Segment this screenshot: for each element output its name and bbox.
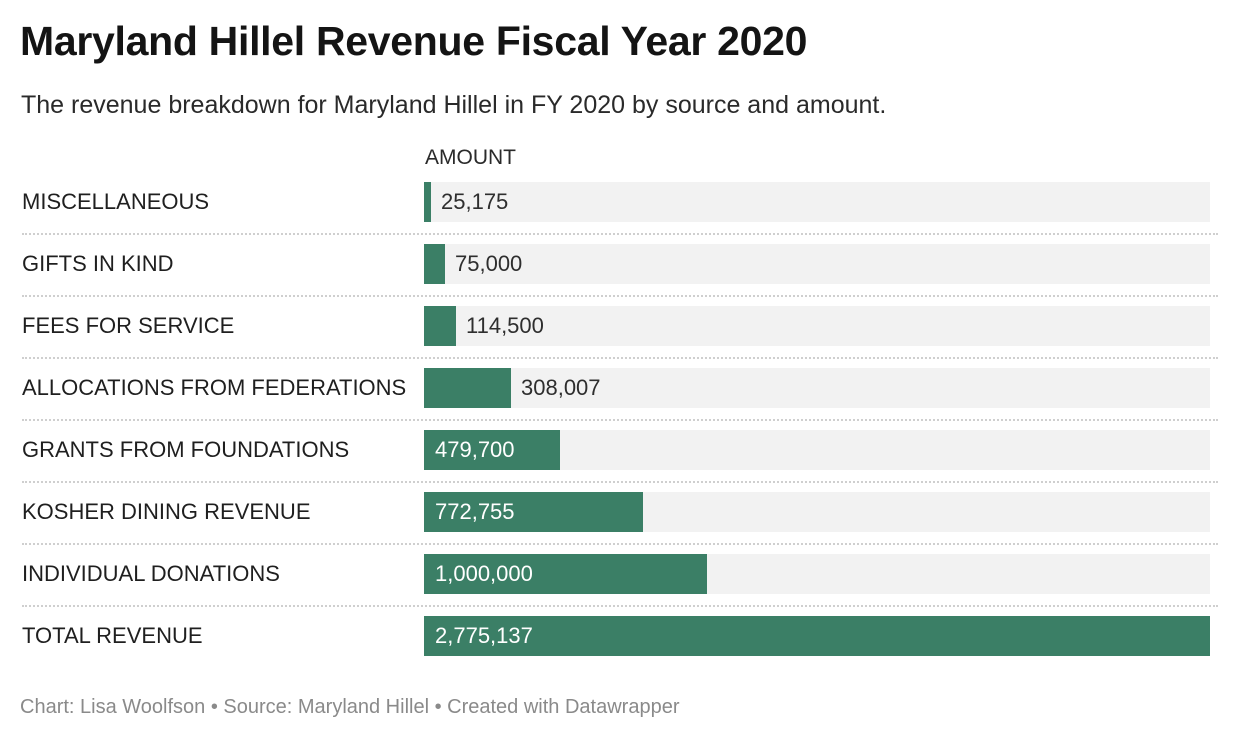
bar-row: ALLOCATIONS FROM FEDERATIONS 308,007 bbox=[0, 368, 1240, 430]
category-label: INDIVIDUAL DONATIONS bbox=[22, 561, 280, 586]
row-divider bbox=[22, 233, 1218, 235]
bar-row: GRANTS FROM FOUNDATIONS 479,700 bbox=[0, 430, 1240, 492]
category-label: GRANTS FROM FOUNDATIONS bbox=[22, 437, 350, 462]
row-divider bbox=[22, 295, 1218, 297]
category-label: KOSHER DINING REVENUE bbox=[22, 499, 311, 524]
bar bbox=[424, 616, 1210, 656]
bar-row: MISCELLANEOUS 25,175 bbox=[0, 182, 1240, 244]
chart-title: Maryland Hillel Revenue Fiscal Year 2020 bbox=[20, 18, 808, 64]
bar-track: 308,007 bbox=[424, 368, 1210, 408]
bar-track: 25,175 bbox=[424, 182, 1210, 222]
row-divider bbox=[22, 419, 1218, 421]
row-divider bbox=[22, 543, 1218, 545]
bar-track: 114,500 bbox=[424, 306, 1210, 346]
value-label: 2,775,137 bbox=[435, 623, 533, 648]
bar bbox=[424, 306, 456, 346]
value-label: 1,000,000 bbox=[435, 561, 533, 586]
bar bbox=[424, 430, 560, 470]
bar-row: TOTAL REVENUE 2,775,137 bbox=[0, 616, 1240, 678]
bar bbox=[424, 244, 445, 284]
category-label: GIFTS IN KIND bbox=[22, 251, 174, 276]
value-label: 772,755 bbox=[435, 499, 515, 524]
bar-row: GIFTS IN KIND 75,000 bbox=[0, 244, 1240, 306]
bar-row: KOSHER DINING REVENUE 772,755 bbox=[0, 492, 1240, 554]
bar-track: 75,000 bbox=[424, 244, 1210, 284]
value-label: 25,175 bbox=[441, 189, 509, 214]
category-label: MISCELLANEOUS bbox=[22, 189, 210, 214]
bar-row: FEES FOR SERVICE 114,500 bbox=[0, 306, 1240, 368]
bar-row: INDIVIDUAL DONATIONS 1,000,000 bbox=[0, 554, 1240, 616]
category-label: FEES FOR SERVICE bbox=[22, 313, 235, 338]
bar-track: 2,775,137 bbox=[424, 616, 1210, 656]
chart-subtitle: The revenue breakdown for Maryland Hille… bbox=[21, 91, 887, 119]
chart-footer-credits: Chart: Lisa Woolfson • Source: Maryland … bbox=[20, 696, 680, 718]
bar-track: 1,000,000 bbox=[424, 554, 1210, 594]
bar bbox=[424, 182, 431, 222]
amount-column-header: AMOUNT bbox=[425, 146, 516, 169]
value-label: 75,000 bbox=[455, 251, 523, 276]
bar-track: 479,700 bbox=[424, 430, 1210, 470]
value-label: 114,500 bbox=[466, 313, 544, 338]
category-label: ALLOCATIONS FROM FEDERATIONS bbox=[22, 375, 407, 400]
bar bbox=[424, 554, 707, 594]
value-label: 308,007 bbox=[521, 375, 601, 400]
row-divider bbox=[22, 481, 1218, 483]
bar bbox=[424, 492, 643, 532]
bar-track: 772,755 bbox=[424, 492, 1210, 532]
category-label: TOTAL REVENUE bbox=[22, 623, 203, 648]
value-label: 479,700 bbox=[435, 437, 515, 462]
row-divider bbox=[22, 357, 1218, 359]
row-divider bbox=[22, 605, 1218, 607]
bar bbox=[424, 368, 511, 408]
